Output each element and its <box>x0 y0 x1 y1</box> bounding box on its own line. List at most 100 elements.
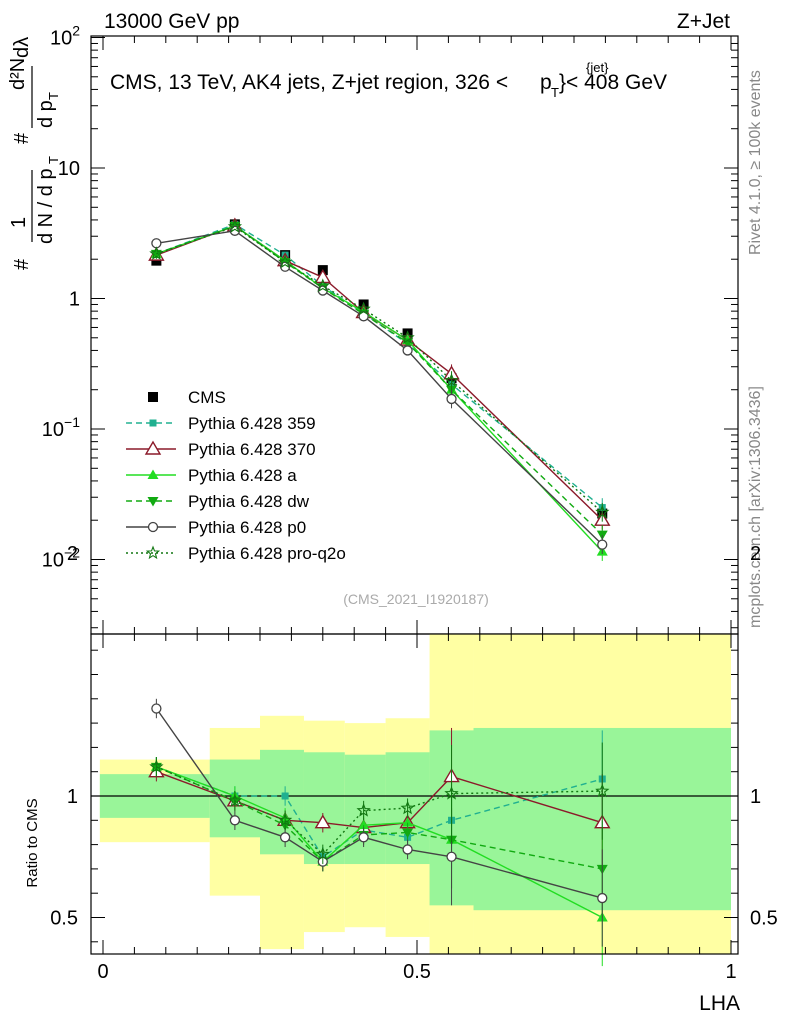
main-title: CMS, 13 TeV, AK4 jets, Z+jet region, 326… <box>110 60 667 100</box>
main-y-tick-labels: 10−2 10−1 1 10 102 <box>42 23 80 572</box>
ratio-series-pythia-6-428-p0 <box>151 698 608 947</box>
ratio-line <box>156 766 603 858</box>
ylabel-denominator-1: d N / d p <box>35 168 57 244</box>
series-line <box>156 225 603 536</box>
main-title-prefix: CMS, 13 TeV, AK4 jets, Z+jet region, 326… <box>110 71 508 94</box>
data-point <box>279 261 291 272</box>
ratio-y-tick-label-right: 2 <box>750 543 761 565</box>
ratio-y-tick-label-right: 1 <box>750 786 761 808</box>
ratio-point <box>229 815 241 826</box>
legend-label: Pythia 6.428 p0 <box>188 518 306 537</box>
ylabel-denominator-2: d p <box>35 100 57 128</box>
data-point <box>149 246 164 260</box>
legend-marker <box>149 419 157 427</box>
y-tick-label: 10−1 <box>42 414 80 441</box>
ratio-line <box>155 708 603 899</box>
main-series-group <box>148 217 611 561</box>
ratio-point <box>446 851 457 862</box>
ratio-point <box>315 846 330 861</box>
ratio-point <box>151 703 162 714</box>
x-axis-label: LHA <box>699 992 740 1015</box>
legend-item: Pythia 6.428 pro-q2o <box>126 544 346 563</box>
ratio-frame <box>90 633 739 955</box>
ratio-point <box>356 803 371 817</box>
ratio-point <box>279 832 291 843</box>
data-point <box>277 254 293 269</box>
ylabel-hash-2: # <box>11 132 33 144</box>
series-pythia-6-428-pro-q2o <box>149 219 610 522</box>
data-point <box>317 285 328 296</box>
series-line <box>156 230 603 546</box>
data-point <box>400 330 415 344</box>
data-point <box>444 373 459 387</box>
ratio-line <box>156 771 603 829</box>
legend-item: Pythia 6.428 359 <box>126 414 316 433</box>
ratio-point <box>358 819 370 830</box>
data-point <box>595 504 610 519</box>
y-tick-label: 1 <box>69 289 80 311</box>
data-point <box>314 269 332 284</box>
data-point <box>597 539 608 550</box>
y-tick-label: 10 <box>58 158 80 180</box>
ylabel-sub-2: T <box>46 92 61 100</box>
ratio-series-pythia-6-428-pro-q2o <box>149 742 610 865</box>
legend-label: Pythia 6.428 pro-q2o <box>188 544 346 563</box>
ratio-line <box>156 766 603 870</box>
legend-label: Pythia 6.428 a <box>188 466 297 485</box>
ratio-y-tick-label: 0.5 <box>50 908 78 930</box>
legend-label: Pythia 6.428 dw <box>188 492 310 511</box>
ylabel-hash-1: # <box>11 258 33 270</box>
ylabel-sub-1: T <box>46 156 61 164</box>
ratio-axis-ticks <box>91 634 738 954</box>
ratio-point <box>314 814 332 829</box>
ylabel-one: 1 <box>8 217 30 228</box>
ylabel-numerator-2: d²N <box>7 58 29 90</box>
main-axis-ticks <box>91 36 738 634</box>
process-label: Z+Jet <box>677 10 730 33</box>
ratio-y-tick-label: 2 <box>67 543 78 565</box>
ratio-point <box>281 792 289 800</box>
ratio-point <box>597 892 608 904</box>
legend-marker <box>147 521 159 533</box>
ratio-point <box>595 783 610 798</box>
main-title-sup: {jet} <box>586 60 609 75</box>
ratio-tick-labels: 0.5 0.5 1 1 2 2 0 0.5 1 <box>50 543 778 983</box>
y-tick-label: 10−2 <box>42 545 80 572</box>
ratio-y-axis-label: Ratio to CMS <box>24 798 41 887</box>
data-point <box>402 345 413 356</box>
ratio-point <box>402 817 414 827</box>
legend-item: Pythia 6.428 p0 <box>126 518 306 537</box>
rivet-version-label: Rivet 4.1.0, ≥ 100k events <box>747 70 764 255</box>
analysis-id-label: (CMS_2021_I1920187) <box>343 591 489 607</box>
x-tick-label: 1 <box>725 961 736 983</box>
legend-marker <box>148 392 158 402</box>
legend-item: Pythia 6.428 370 <box>126 440 316 459</box>
legend-marker <box>145 545 161 560</box>
main-title-sub: T <box>551 85 559 100</box>
green-band <box>303 752 345 865</box>
main-y-axis-label: # 1 d N / d p T # d p T d²N dλ <box>7 37 61 270</box>
collision-label: 13000 GeV pp <box>104 10 239 33</box>
x-tick-label: 0 <box>97 961 108 983</box>
ratio-line <box>156 766 603 919</box>
ratio-point <box>402 844 413 855</box>
legend-marker <box>147 497 159 507</box>
series-pythia-6-428-p0 <box>151 225 608 555</box>
ratio-series-group <box>148 698 611 967</box>
ratio-y-tick-label: 1 <box>67 786 78 808</box>
main-title-suffix: }< 408 GeV <box>559 71 667 94</box>
data-point <box>446 393 457 405</box>
ratio-point <box>277 812 293 827</box>
ratio-point <box>400 800 415 815</box>
ratio-line <box>156 766 603 856</box>
ratio-uncertainty-bands <box>99 634 731 954</box>
ratio-point <box>444 786 459 800</box>
legend-item: Pythia 6.428 dw <box>126 492 310 511</box>
legend: CMS Pythia 6.428 359 Pythia 6.428 370 Pythi… <box>126 388 346 563</box>
x-tick-label: 0.5 <box>403 961 431 983</box>
series-line <box>156 223 603 509</box>
ratio-point <box>402 828 414 838</box>
ratio-y-tick-label-right: 0.5 <box>750 908 778 930</box>
ratio-point <box>227 793 243 807</box>
